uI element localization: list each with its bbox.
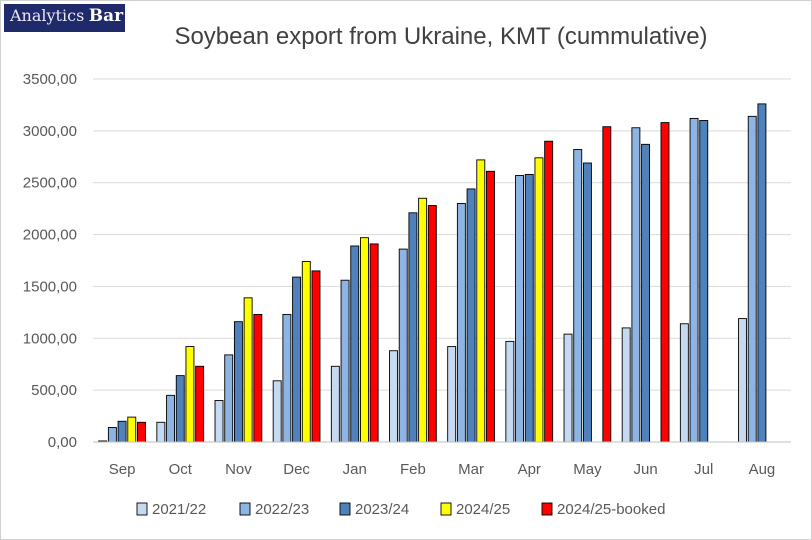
bar-2022-23-mar <box>456 203 466 443</box>
bar-2023-24-mar <box>466 188 476 443</box>
y-tick-label: 2000,00 <box>23 227 77 244</box>
bar-2022-23-apr <box>515 174 524 443</box>
bar-2024-25-feb <box>418 197 428 443</box>
y-tick-label: 3000,00 <box>23 123 77 140</box>
legend-label: 2024/25-booked <box>557 501 665 518</box>
bar-2024-25-booked-jun <box>660 122 670 443</box>
analytics-bar-logo: Analytics Bar <box>4 4 125 32</box>
legend-swatch <box>239 502 251 516</box>
bar-2024-25-booked-jan <box>369 243 379 443</box>
bar-2024-25-booked-feb <box>427 205 437 443</box>
x-tick-label: Jul <box>694 461 713 478</box>
bar-2023-24-dec <box>292 276 302 443</box>
bar-2021-22-mar <box>447 346 457 443</box>
bar-2021-22-oct <box>156 421 166 443</box>
bar-2024-25-booked-nov <box>253 313 263 443</box>
bar-2022-23-feb <box>398 248 408 443</box>
legend-swatch <box>136 502 148 516</box>
bar-2024-25-booked-sep <box>137 421 146 443</box>
y-tick-label: 1000,00 <box>23 330 77 347</box>
bar-2023-24-jan <box>350 245 360 443</box>
bar-2023-24-aug <box>757 103 767 443</box>
bar-2021-22-jan <box>330 365 340 443</box>
bar-2023-24-jun <box>641 143 651 443</box>
y-tick-label: 1500,00 <box>23 278 77 295</box>
bar-2024-25-mar <box>476 159 486 443</box>
x-tick-label: Aug <box>749 461 776 478</box>
x-tick-label: Oct <box>169 461 193 478</box>
bar-2021-22-jun <box>621 327 631 443</box>
bar-2021-22-may <box>563 333 573 443</box>
bar-2024-25-dec <box>301 261 311 443</box>
x-tick-label: May <box>573 461 602 478</box>
x-tick-label: Sep <box>109 461 136 478</box>
bar-2022-23-nov <box>224 354 234 443</box>
bar-2023-24-jul <box>699 120 709 443</box>
legend-label: 2023/24 <box>355 501 409 518</box>
bar-2023-24-may <box>582 162 592 443</box>
bar-2022-23-sep <box>107 427 117 443</box>
y-tick-label: 2500,00 <box>23 175 77 192</box>
bar-2024-25-booked-apr <box>544 140 554 443</box>
bar-2021-22-aug <box>738 318 747 443</box>
legend-label: 2024/25 <box>456 501 510 518</box>
y-tick-label: 500,00 <box>31 382 77 399</box>
y-tick-label: 0,00 <box>48 434 77 451</box>
bar-2023-24-sep <box>117 420 127 443</box>
bar-2021-22-nov <box>214 400 224 443</box>
bar-2024-25-booked-oct <box>195 365 205 443</box>
x-tick-label: Mar <box>458 461 484 478</box>
logo-part1: Analytics <box>10 6 85 25</box>
x-tick-label: Dec <box>283 461 310 478</box>
x-tick-label: Jan <box>343 461 367 478</box>
bar-2021-22-jul <box>679 323 689 443</box>
bar-2023-24-nov <box>233 321 243 443</box>
legend-swatch <box>541 502 553 516</box>
bar-2024-25-booked-mar <box>486 170 495 443</box>
bar-2022-23-aug <box>747 115 757 443</box>
bar-2024-25-jan <box>360 237 369 443</box>
bar-2024-25-apr <box>534 157 544 443</box>
bar-2024-25-sep <box>127 416 137 443</box>
bar-2024-25-booked-dec <box>311 270 321 443</box>
bar-2021-22-feb <box>389 350 398 443</box>
bar-2021-22-dec <box>272 380 282 443</box>
bar-2024-25-booked-may <box>602 126 612 443</box>
bar-2023-24-feb <box>408 212 418 443</box>
logo-part2: Bar <box>88 6 124 26</box>
legend-label: 2021/22 <box>152 501 206 518</box>
legend-swatch <box>339 502 351 516</box>
x-tick-label: Apr <box>518 461 541 478</box>
bar-2021-22-apr <box>505 340 515 443</box>
bar-2022-23-jun <box>631 127 641 443</box>
bar-2022-23-dec <box>282 313 292 443</box>
bar-2022-23-may <box>573 149 583 443</box>
chart-title: Soybean export from Ukraine, KMT (cummul… <box>174 23 708 50</box>
bar-2022-23-jul <box>689 117 699 443</box>
bar-2023-24-oct <box>175 375 185 443</box>
x-tick-label: Jun <box>633 461 657 478</box>
legend-swatch <box>440 502 452 516</box>
x-tick-label: Feb <box>400 461 426 478</box>
bar-2024-25-nov <box>243 297 253 443</box>
bar-2022-23-jan <box>340 279 350 443</box>
bar-2024-25-oct <box>185 346 195 443</box>
bar-2023-24-apr <box>524 173 534 443</box>
x-tick-label: Nov <box>225 461 252 478</box>
y-tick-label: 3500,00 <box>23 71 77 88</box>
legend-label: 2022/23 <box>255 501 309 518</box>
bar-2022-23-oct <box>166 394 176 443</box>
